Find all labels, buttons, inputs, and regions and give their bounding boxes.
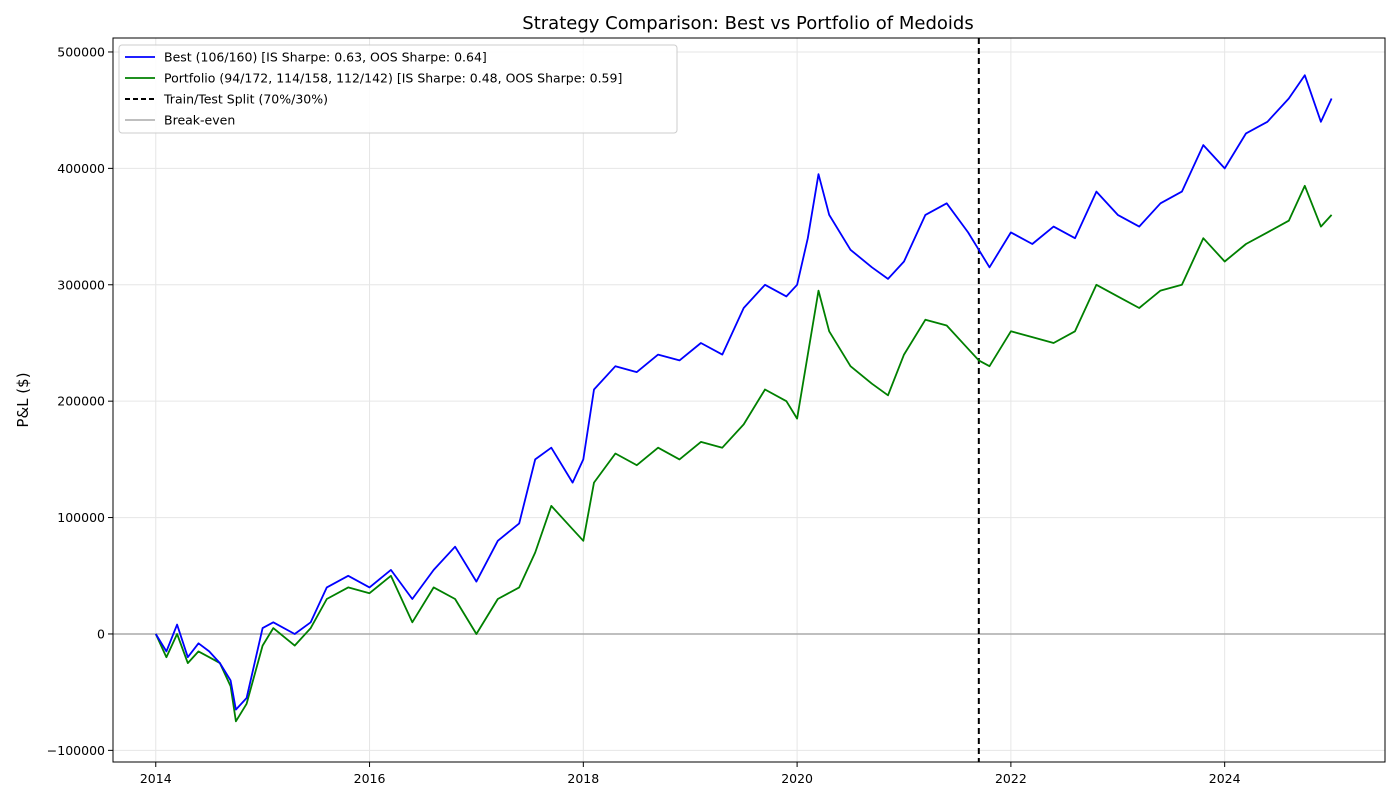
chart-title: Strategy Comparison: Best vs Portfolio o… xyxy=(522,13,973,34)
legend-entry-break-even: Break-even xyxy=(125,113,235,128)
x-tick-label: 2018 xyxy=(567,771,599,786)
legend-entry-split: Train/Test Split (70%/30%) xyxy=(125,92,328,107)
x-tick-label: 2020 xyxy=(781,771,813,786)
y-tick-label: 100000 xyxy=(57,510,105,525)
portfolio-series-line xyxy=(154,184,1333,723)
legend-box xyxy=(118,44,678,134)
y-tick-label: 200000 xyxy=(57,394,105,409)
series-lines xyxy=(154,74,1333,723)
y-tick-label: 400000 xyxy=(57,161,105,176)
x-tick-label: 2024 xyxy=(1209,771,1241,786)
legend-label: Portfolio (94/172, 114/158, 112/142) [IS… xyxy=(164,71,622,86)
legend-label: Best (106/160) [IS Sharpe: 0.63, OOS Sha… xyxy=(164,50,487,65)
grid xyxy=(113,38,1385,762)
legend-label: Train/Test Split (70%/30%) xyxy=(163,92,328,107)
legend-entry-portfolio: Portfolio (94/172, 114/158, 112/142) [IS… xyxy=(125,71,622,86)
y-axis-label: P&L ($) xyxy=(14,372,32,427)
legend: Best (106/160) [IS Sharpe: 0.63, OOS Sha… xyxy=(118,44,678,134)
best-series-line xyxy=(155,74,1333,711)
x-tick-label: 2022 xyxy=(995,771,1027,786)
y-tick-label: 500000 xyxy=(57,44,105,59)
legend-label: Break-even xyxy=(164,113,235,128)
x-tick-label: 2014 xyxy=(140,771,172,786)
y-tick-label: 300000 xyxy=(57,277,105,292)
y-tick-label: −100000 xyxy=(47,743,105,758)
reference-lines xyxy=(113,38,1385,762)
x-tick-label: 2016 xyxy=(354,771,386,786)
legend-entry-best: Best (106/160) [IS Sharpe: 0.63, OOS Sha… xyxy=(125,50,487,65)
y-tick-label: 0 xyxy=(97,626,105,641)
plot-frame xyxy=(112,37,1386,763)
axis-ticks: 2014 2016 2018 2020 2022 2024 −100000 0 100000 20… xyxy=(47,44,1241,786)
